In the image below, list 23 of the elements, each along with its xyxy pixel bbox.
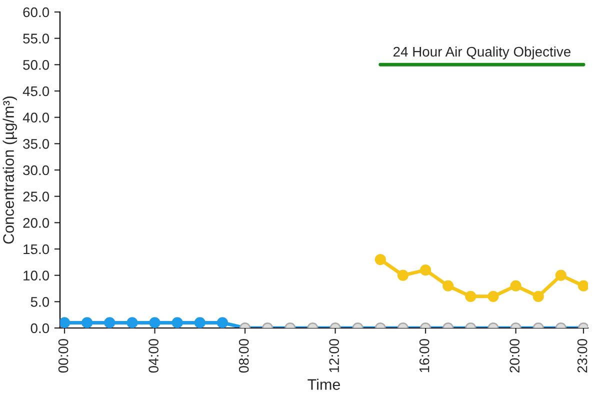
y-tick-label: 15.0 xyxy=(24,244,50,254)
x-tick-label: 16:00 xyxy=(419,338,430,372)
y-tick-label: 40.0 xyxy=(22,112,50,123)
y-tick-label: 60.0 xyxy=(23,7,50,18)
x-tick-label: 04:00 xyxy=(148,338,158,373)
x-tick-label: 23:00 xyxy=(577,338,588,372)
x-tick-label: 12:00 xyxy=(329,338,340,372)
y-tick-label: 45.0 xyxy=(22,86,50,96)
y-tick-label: 30.0 xyxy=(23,165,50,176)
y-tick-label: 10.0 xyxy=(24,270,50,281)
y-tick-label: 25.0 xyxy=(23,192,50,202)
y-tick-label: 50.0 xyxy=(23,60,50,70)
series-label: 24 Hour Air Quality Objective xyxy=(393,46,570,60)
x-tick-label: 00:00 xyxy=(58,338,68,373)
y-tick-label: 35.0 xyxy=(23,139,50,149)
y-tick-label: 0.0 xyxy=(30,323,50,334)
x-axis-title: Time xyxy=(308,378,340,390)
y-tick-label: 55.0 xyxy=(23,34,50,44)
y-axis-title: Concentration (µg/m³) xyxy=(2,96,17,244)
y-tick-label: 5.0 xyxy=(30,297,50,307)
x-tick-label: 08:00 xyxy=(238,338,249,373)
y-tick-label: 20.0 xyxy=(23,218,50,228)
x-tick-label: 20:00 xyxy=(510,338,520,372)
